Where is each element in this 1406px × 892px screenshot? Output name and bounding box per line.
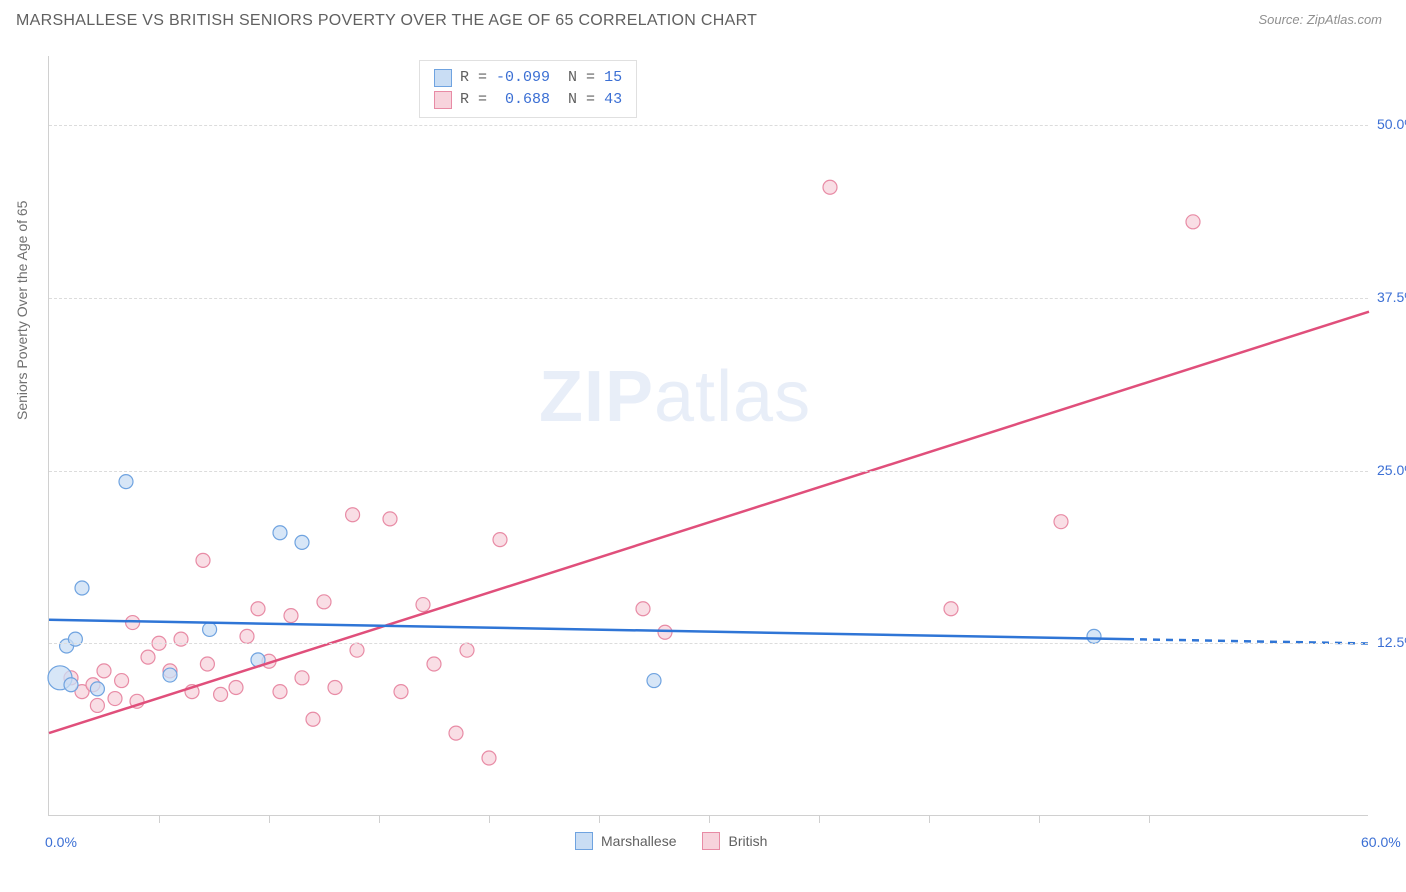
data-point — [115, 674, 129, 688]
data-point — [346, 508, 360, 522]
gridline — [49, 471, 1368, 472]
x-tick — [599, 815, 600, 823]
data-point — [317, 595, 331, 609]
data-point — [482, 751, 496, 765]
legend-item: British — [702, 832, 767, 850]
data-point — [460, 643, 474, 657]
legend-swatch — [575, 832, 593, 850]
x-tick — [709, 815, 710, 823]
data-point — [383, 512, 397, 526]
data-point — [108, 692, 122, 706]
legend-stats: R = -0.099 N = 15 — [460, 67, 622, 89]
legend-label: British — [728, 833, 767, 849]
series-legend: Marshallese British — [575, 832, 767, 850]
legend-stats: R = 0.688 N = 43 — [460, 89, 622, 111]
x-tick — [929, 815, 930, 823]
data-point — [240, 629, 254, 643]
data-point — [328, 680, 342, 694]
plot-area: ZIPatlas R = -0.099 N = 15R = 0.688 N = … — [48, 56, 1368, 816]
data-point — [273, 526, 287, 540]
data-point — [64, 678, 78, 692]
legend-swatch — [434, 69, 452, 87]
data-point — [636, 602, 650, 616]
data-point — [647, 674, 661, 688]
data-point — [203, 622, 217, 636]
data-point — [1054, 515, 1068, 529]
data-point — [196, 553, 210, 567]
legend-swatch — [434, 91, 452, 109]
legend-item: Marshallese — [575, 832, 676, 850]
correlation-legend: R = -0.099 N = 15R = 0.688 N = 43 — [419, 60, 637, 118]
data-point — [295, 535, 309, 549]
chart-title: MARSHALLESE VS BRITISH SENIORS POVERTY O… — [16, 12, 757, 30]
data-point — [229, 680, 243, 694]
x-tick — [1149, 815, 1150, 823]
data-point — [416, 598, 430, 612]
data-point — [823, 180, 837, 194]
data-point — [163, 668, 177, 682]
data-point — [75, 581, 89, 595]
x-tick — [269, 815, 270, 823]
data-point — [90, 682, 104, 696]
data-point — [97, 664, 111, 678]
x-tick — [1039, 815, 1040, 823]
source-attribution: Source: ZipAtlas.com — [1258, 12, 1382, 27]
data-point — [350, 643, 364, 657]
data-point — [90, 698, 104, 712]
x-tick — [379, 815, 380, 823]
data-point — [214, 687, 228, 701]
data-point — [394, 685, 408, 699]
x-tick — [819, 815, 820, 823]
x-min-label: 0.0% — [45, 834, 77, 850]
data-point — [284, 609, 298, 623]
data-point — [493, 533, 507, 547]
data-point — [141, 650, 155, 664]
data-point — [449, 726, 463, 740]
data-point — [944, 602, 958, 616]
data-point — [251, 602, 265, 616]
legend-row: R = -0.099 N = 15 — [434, 67, 622, 89]
gridline — [49, 643, 1368, 644]
y-axis-label: Seniors Poverty Over the Age of 65 — [14, 201, 30, 420]
x-tick — [159, 815, 160, 823]
data-point — [306, 712, 320, 726]
x-max-label: 60.0% — [1361, 834, 1401, 850]
gridline — [49, 298, 1368, 299]
data-point — [273, 685, 287, 699]
legend-row: R = 0.688 N = 43 — [434, 89, 622, 111]
data-point — [200, 657, 214, 671]
data-point — [1186, 215, 1200, 229]
data-point — [295, 671, 309, 685]
data-point — [119, 475, 133, 489]
data-point — [658, 625, 672, 639]
y-tick-label: 12.5% — [1377, 634, 1406, 650]
data-point — [427, 657, 441, 671]
y-tick-label: 37.5% — [1377, 289, 1406, 305]
legend-swatch — [702, 832, 720, 850]
regression-line — [49, 312, 1369, 733]
scatter-svg — [49, 56, 1368, 815]
gridline — [49, 125, 1368, 126]
y-tick-label: 50.0% — [1377, 116, 1406, 132]
x-tick — [489, 815, 490, 823]
legend-label: Marshallese — [601, 833, 676, 849]
data-point — [1087, 629, 1101, 643]
y-tick-label: 25.0% — [1377, 462, 1406, 478]
